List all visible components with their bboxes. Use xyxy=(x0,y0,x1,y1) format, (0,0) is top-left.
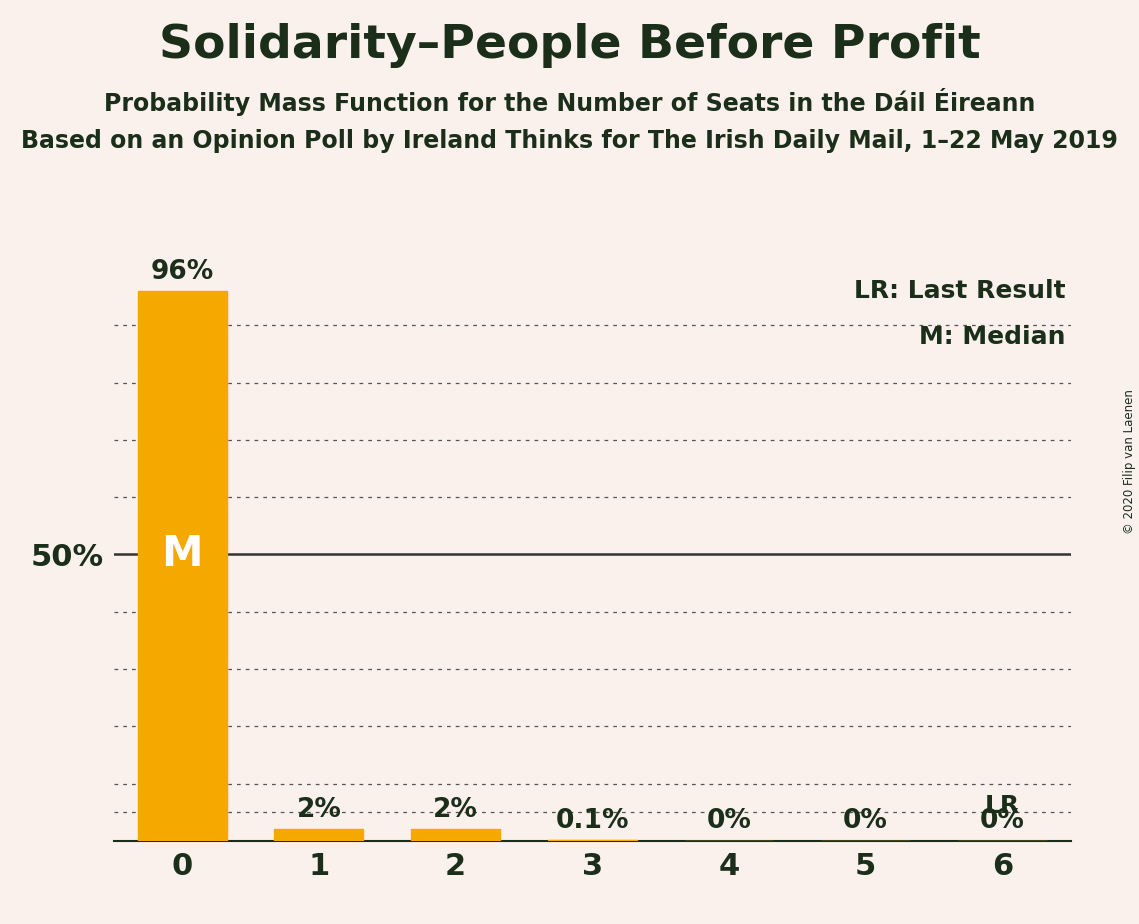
Text: 2%: 2% xyxy=(296,796,342,822)
Text: Probability Mass Function for the Number of Seats in the Dáil Éireann: Probability Mass Function for the Number… xyxy=(104,88,1035,116)
Text: 0%: 0% xyxy=(843,808,888,834)
Text: © 2020 Filip van Laenen: © 2020 Filip van Laenen xyxy=(1123,390,1137,534)
Text: 0%: 0% xyxy=(706,808,752,834)
Text: M: M xyxy=(162,533,203,576)
Bar xyxy=(274,830,363,841)
Text: 0%: 0% xyxy=(980,808,1025,834)
Text: Based on an Opinion Poll by Ireland Thinks for The Irish Daily Mail, 1–22 May 20: Based on an Opinion Poll by Ireland Thin… xyxy=(21,129,1118,153)
Bar xyxy=(411,830,500,841)
Text: LR: LR xyxy=(985,794,1019,818)
Text: LR: Last Result: LR: Last Result xyxy=(854,279,1066,303)
Text: Solidarity–People Before Profit: Solidarity–People Before Profit xyxy=(158,23,981,68)
Text: 2%: 2% xyxy=(433,796,478,822)
Bar xyxy=(138,291,227,841)
Text: M: Median: M: Median xyxy=(919,325,1066,349)
Text: 0.1%: 0.1% xyxy=(556,808,629,834)
Text: 96%: 96% xyxy=(150,259,214,286)
